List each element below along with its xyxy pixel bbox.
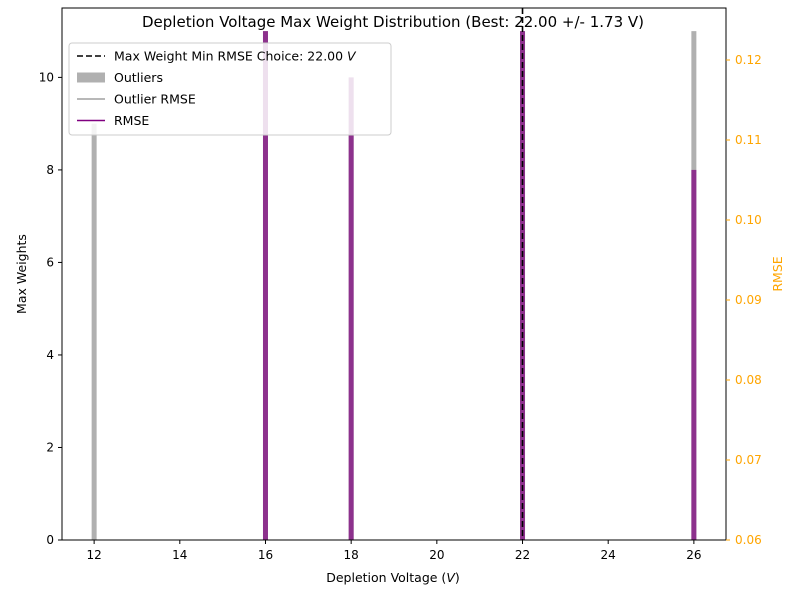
legend-label-max-weight-min-rmse-choice-22-00-v: Max Weight Min RMSE Choice: 22.00 V	[114, 49, 357, 64]
x-tick-label-24: 24	[601, 548, 616, 562]
legend-label-rmse: RMSE	[114, 113, 149, 128]
y-axis-right: 0.06 0.07 0.08 0.09 0.10 0.11 0.12	[726, 53, 762, 547]
y2-axis-title: RMSE	[770, 256, 785, 291]
legend-handle-outliers	[77, 72, 105, 83]
y-tick-label-2: 2	[46, 440, 54, 454]
bar-rmse-22	[520, 31, 526, 540]
y-axis-title: Max Weights	[14, 234, 29, 314]
y2-tick-label-5: 0.11	[735, 133, 762, 147]
legend-label-outlier-rmse: Outlier RMSE	[114, 92, 196, 107]
legend: Max Weight Min RMSE Choice: 22.00 V Outli…	[68, 42, 392, 136]
x-tick-label-20: 20	[429, 548, 444, 562]
x-tick-label-16: 16	[258, 548, 273, 562]
y2-tick-label-3: 0.09	[735, 293, 762, 307]
y-tick-label-6: 6	[46, 255, 54, 269]
x-tick-label-12: 12	[86, 548, 101, 562]
x-tick-label-18: 18	[344, 548, 359, 562]
y2-tick-label-0: 0.06	[735, 533, 762, 547]
y-tick-label-10: 10	[39, 70, 54, 84]
bar-rmse-16	[262, 31, 268, 540]
x-tick-label-14: 14	[172, 548, 187, 562]
x-axis-title-unit: V	[446, 570, 456, 585]
plot-bars	[91, 31, 697, 541]
legend-label-unit: V	[347, 49, 357, 64]
bar-outliers-12	[91, 123, 97, 541]
y2-tick-label-1: 0.07	[735, 453, 762, 467]
plot-frame	[61, 7, 727, 541]
y-tick-label-0: 0	[46, 533, 54, 547]
bar-rmse-18	[348, 77, 354, 540]
y-tick-label-4: 4	[46, 348, 54, 362]
x-axis-title: Depletion Voltage (V)	[326, 570, 460, 585]
y-tick-label-8: 8	[46, 163, 54, 177]
y2-tick-label-6: 0.12	[735, 53, 762, 67]
legend-label-outliers: Outliers	[114, 70, 163, 85]
legend-label-text: Max Weight Min RMSE Choice: 22.00	[114, 49, 347, 64]
legend-box	[68, 42, 392, 136]
x-axis-title-main: Depletion Voltage (	[326, 570, 446, 585]
bar-rmse-26	[691, 169, 697, 540]
x-axis: 12 14 16 18 20 22 24 26	[86, 540, 702, 562]
y2-tick-label-2: 0.08	[735, 373, 762, 387]
chart-title: Depletion Voltage Max Weight Distributio…	[142, 13, 644, 31]
x-tick-label-26: 26	[686, 548, 701, 562]
y2-tick-label-4: 0.10	[735, 213, 762, 227]
x-tick-label-22: 22	[515, 548, 530, 562]
y-axis-left: 0 2 4 6 8 10	[39, 70, 62, 547]
x-axis-title-close: )	[455, 570, 460, 585]
